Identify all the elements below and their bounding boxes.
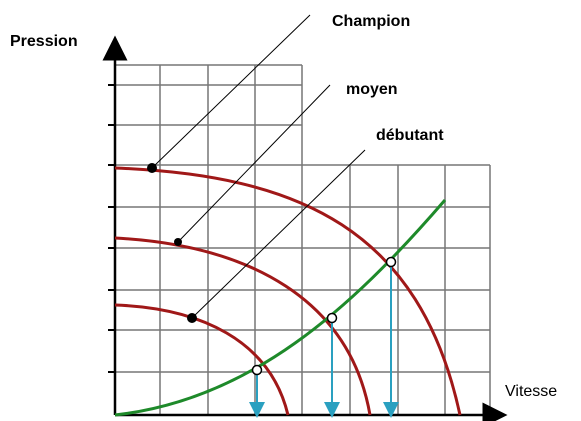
grid bbox=[115, 64, 491, 415]
axes bbox=[102, 35, 508, 421]
pressure-curves bbox=[114, 166, 462, 416]
leaders bbox=[151, 14, 366, 319]
dots bbox=[147, 163, 197, 323]
level-label: débutant bbox=[376, 127, 444, 144]
intersections bbox=[251, 256, 397, 376]
green-curve bbox=[114, 199, 447, 417]
level-label: Champion bbox=[332, 13, 410, 30]
y-axis-label: Pression bbox=[10, 33, 78, 50]
x-axis-label: Vitesse bbox=[505, 383, 557, 400]
blue-arrows bbox=[249, 262, 399, 418]
level-label: moyen bbox=[346, 81, 398, 98]
ticks bbox=[108, 84, 115, 373]
